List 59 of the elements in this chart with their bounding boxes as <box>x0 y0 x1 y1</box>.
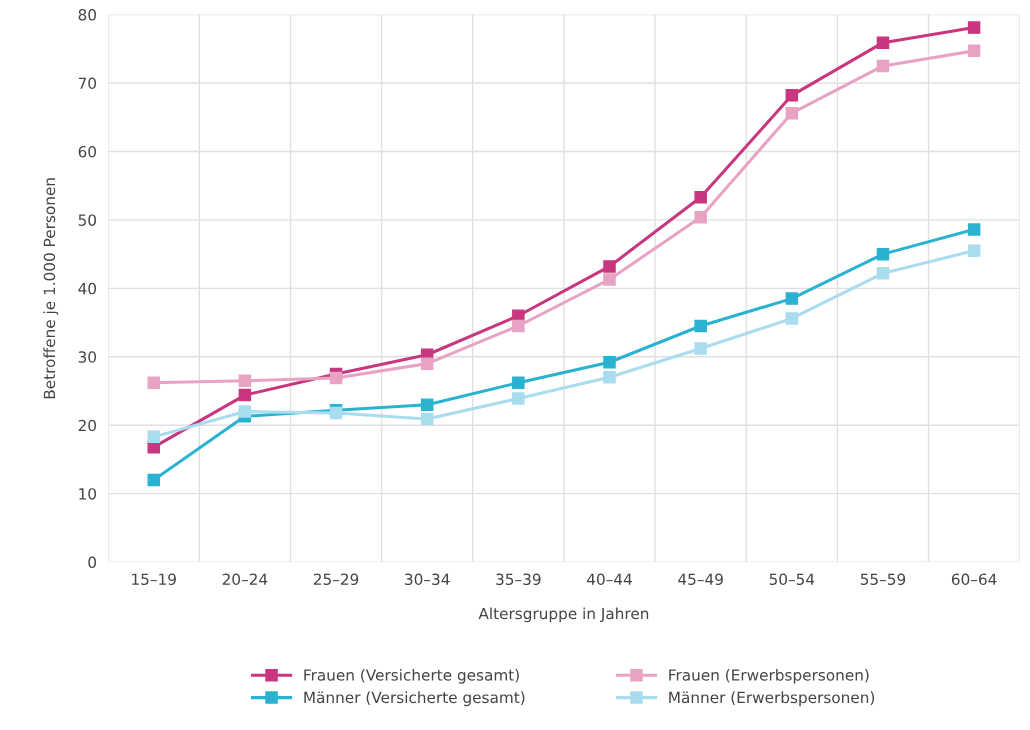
x-tick-label: 60–64 <box>951 573 997 586</box>
point <box>785 292 799 305</box>
point <box>967 44 981 58</box>
point <box>967 223 981 236</box>
point <box>420 412 434 426</box>
point <box>147 376 160 390</box>
point <box>603 260 616 273</box>
point <box>694 342 707 355</box>
x-tick-label: 50–54 <box>769 573 815 586</box>
y-tick-label: 70 <box>78 77 97 90</box>
point <box>512 392 525 405</box>
point <box>147 430 160 444</box>
y-tick-label: 40 <box>78 282 97 295</box>
x-tick-label: 55–59 <box>860 573 906 586</box>
legend-label: Männer (Versicherte gesamt) <box>304 691 525 707</box>
point <box>694 210 707 224</box>
point <box>967 244 981 257</box>
y-axis-title: Betroffene je 1.000 Personen <box>43 178 59 399</box>
point <box>420 357 434 370</box>
point <box>512 319 525 333</box>
point <box>876 36 890 49</box>
point <box>512 309 525 322</box>
point <box>420 398 434 411</box>
y-tick-label: 50 <box>78 214 97 226</box>
y-tick-label: 60 <box>78 145 97 158</box>
point <box>238 405 252 418</box>
point <box>694 191 707 204</box>
point <box>876 59 890 73</box>
legend-label: Männer (Erwerbspersonen) <box>669 691 875 707</box>
point <box>785 89 799 102</box>
point <box>694 319 707 333</box>
y-tick-label: 20 <box>78 419 97 432</box>
point <box>785 312 799 325</box>
point <box>603 371 616 384</box>
x-tick-label: 15–19 <box>132 573 176 586</box>
point <box>147 473 160 487</box>
x-tick-label: 40–44 <box>586 573 632 586</box>
point <box>238 374 252 387</box>
x-tick-label: 45–49 <box>678 573 723 586</box>
y-tick-label: 30 <box>78 351 97 363</box>
legend-label: Frauen (Erwerbspersonen) <box>669 668 869 684</box>
point <box>238 388 252 402</box>
x-tick-label: 30–34 <box>405 573 450 586</box>
point <box>329 371 343 385</box>
x-tick-label: 25–29 <box>313 573 359 586</box>
x-axis-title: Altersgruppe in Jahren <box>478 607 649 623</box>
point <box>785 106 799 120</box>
y-tick-label: 10 <box>79 488 97 500</box>
y-tick-label: 0 <box>88 556 97 569</box>
point <box>603 273 616 286</box>
point <box>967 21 981 34</box>
point <box>876 267 890 280</box>
point <box>603 356 616 369</box>
point <box>512 376 525 390</box>
point <box>876 247 890 261</box>
x-tick-label: 35–39 <box>496 573 541 586</box>
legend-label: Frauen (Versicherte gesamt) <box>304 668 519 684</box>
y-tick-label: 80 <box>78 9 97 21</box>
x-tick-label: 20–24 <box>222 573 268 586</box>
